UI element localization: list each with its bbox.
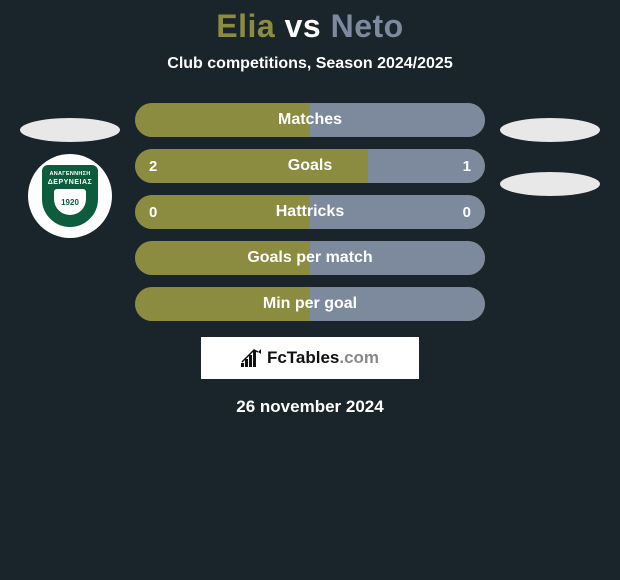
stat-value-left: 0 — [149, 204, 157, 221]
club-name-top: ΑΝΑΓΕΝΝΗΣΗ — [49, 171, 90, 177]
player1-name: Elia — [216, 8, 275, 44]
comparison-infographic: Elia vs Neto Club competitions, Season 2… — [0, 0, 620, 417]
club-name-mid: ΔΕΡΥΝΕΙΑΣ — [48, 179, 92, 186]
club-shield-inner: 1920 — [54, 189, 86, 215]
stat-label: Hattricks — [276, 203, 344, 221]
branding-box: FcTables.com — [201, 337, 419, 379]
brand-domain: .com — [339, 348, 379, 367]
stat-value-right: 1 — [463, 158, 471, 175]
stat-label: Goals — [288, 157, 332, 175]
stat-bar-left-fill — [135, 149, 368, 183]
stat-value-left: 2 — [149, 158, 157, 175]
player1-club-badge: ΑΝΑΓΕΝΝΗΣΗ ΔΕΡΥΝΕΙΑΣ 1920 — [28, 154, 112, 238]
stat-label: Matches — [278, 111, 342, 129]
vs-text: vs — [285, 8, 322, 44]
stat-bar: Min per goal — [135, 287, 485, 321]
page-title: Elia vs Neto — [0, 8, 620, 45]
subtitle: Club competitions, Season 2024/2025 — [0, 55, 620, 73]
branding-text: FcTables.com — [267, 348, 379, 368]
player2-club-placeholder — [500, 172, 600, 196]
right-column — [490, 118, 610, 196]
player1-photo-placeholder — [20, 118, 120, 142]
stat-label: Min per goal — [263, 295, 357, 313]
stat-bar: Matches — [135, 103, 485, 137]
player2-name: Neto — [331, 8, 404, 44]
stat-bar: Goals per match — [135, 241, 485, 275]
stat-label: Goals per match — [247, 249, 372, 267]
stat-bars: Matches 2 1 Goals 0 0 Hattricks Goals per match… — [135, 103, 485, 321]
stat-value-right: 0 — [463, 204, 471, 221]
club-year: 1920 — [61, 198, 79, 207]
left-column: ΑΝΑΓΕΝΝΗΣΗ ΔΕΡΥΝΕΙΑΣ 1920 — [10, 118, 130, 238]
snapshot-date: 26 november 2024 — [0, 397, 620, 417]
stat-bar: 0 0 Hattricks — [135, 195, 485, 229]
club-shield-icon: ΑΝΑΓΕΝΝΗΣΗ ΔΕΡΥΝΕΙΑΣ 1920 — [42, 165, 98, 227]
player2-photo-placeholder — [500, 118, 600, 142]
fctables-logo-icon — [241, 349, 263, 367]
stat-bar: 2 1 Goals — [135, 149, 485, 183]
brand-name: FcTables — [267, 348, 339, 367]
